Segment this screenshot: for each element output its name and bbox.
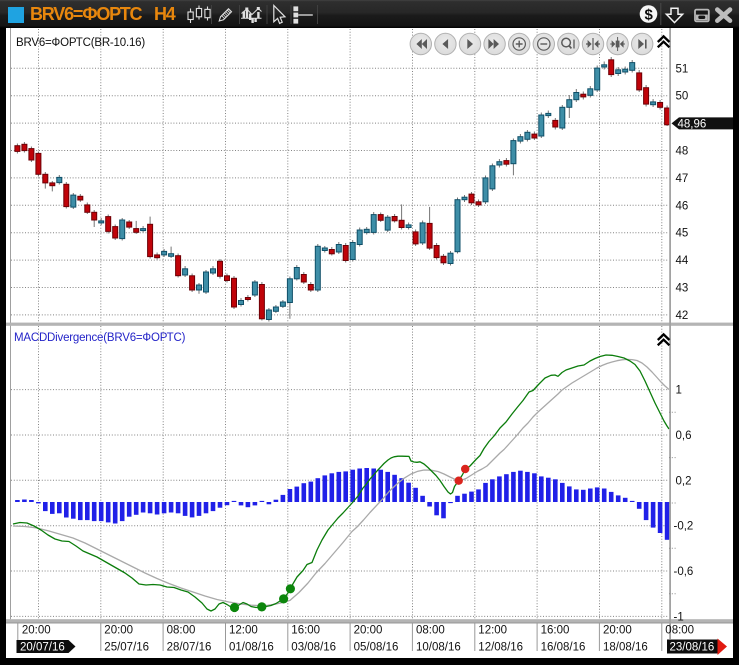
svg-text:10/08/16: 10/08/16 — [416, 642, 461, 654]
svg-text:46: 46 — [676, 200, 689, 212]
svg-text:42: 42 — [676, 310, 689, 322]
svg-text:-1: -1 — [674, 611, 684, 623]
svg-text:-0,2: -0,2 — [674, 521, 694, 533]
svg-text:1: 1 — [676, 385, 682, 397]
svg-text:43: 43 — [676, 283, 689, 295]
svg-text:08:00: 08:00 — [665, 625, 694, 637]
svg-text:48,96: 48,96 — [678, 118, 707, 130]
svg-text:$: $ — [645, 6, 654, 23]
svg-text:0,6: 0,6 — [676, 430, 692, 442]
svg-text:20:00: 20:00 — [104, 625, 133, 637]
svg-text:28/07/16: 28/07/16 — [167, 642, 212, 654]
svg-text:16:00: 16:00 — [541, 625, 570, 637]
svg-text:44: 44 — [676, 255, 689, 267]
svg-text:18/08/16: 18/08/16 — [603, 642, 648, 654]
svg-text:MACDDivergence(BRV6=ФОРТС): MACDDivergence(BRV6=ФОРТС) — [14, 332, 186, 344]
svg-text:12:00: 12:00 — [229, 625, 258, 637]
svg-text:25/07/16: 25/07/16 — [104, 642, 149, 654]
svg-text:05/08/16: 05/08/16 — [354, 642, 399, 654]
svg-text:50: 50 — [676, 91, 689, 103]
svg-text:01/08/16: 01/08/16 — [229, 642, 274, 654]
svg-text:47: 47 — [676, 173, 689, 185]
svg-text:45: 45 — [676, 228, 689, 240]
svg-text:-0,6: -0,6 — [674, 566, 694, 578]
svg-text:08:00: 08:00 — [167, 625, 196, 637]
svg-text:48: 48 — [676, 146, 689, 158]
svg-text:51: 51 — [676, 63, 689, 75]
svg-text:23/08/16: 23/08/16 — [670, 642, 715, 654]
svg-text:12:00: 12:00 — [478, 625, 507, 637]
svg-text:20:00: 20:00 — [603, 625, 632, 637]
svg-text:20/07/16: 20/07/16 — [20, 642, 65, 654]
svg-text:03/08/16: 03/08/16 — [291, 642, 336, 654]
svg-text:16/08/16: 16/08/16 — [541, 642, 586, 654]
svg-text:0,2: 0,2 — [676, 475, 692, 487]
svg-text:12/08/16: 12/08/16 — [478, 642, 523, 654]
svg-text:08:00: 08:00 — [416, 625, 445, 637]
svg-text:BRV6=ФОРТС(BR-10.16): BRV6=ФОРТС(BR-10.16) — [16, 37, 145, 49]
svg-text:20:00: 20:00 — [354, 625, 383, 637]
svg-text:16:00: 16:00 — [291, 625, 320, 637]
svg-text:20:00: 20:00 — [22, 625, 51, 637]
